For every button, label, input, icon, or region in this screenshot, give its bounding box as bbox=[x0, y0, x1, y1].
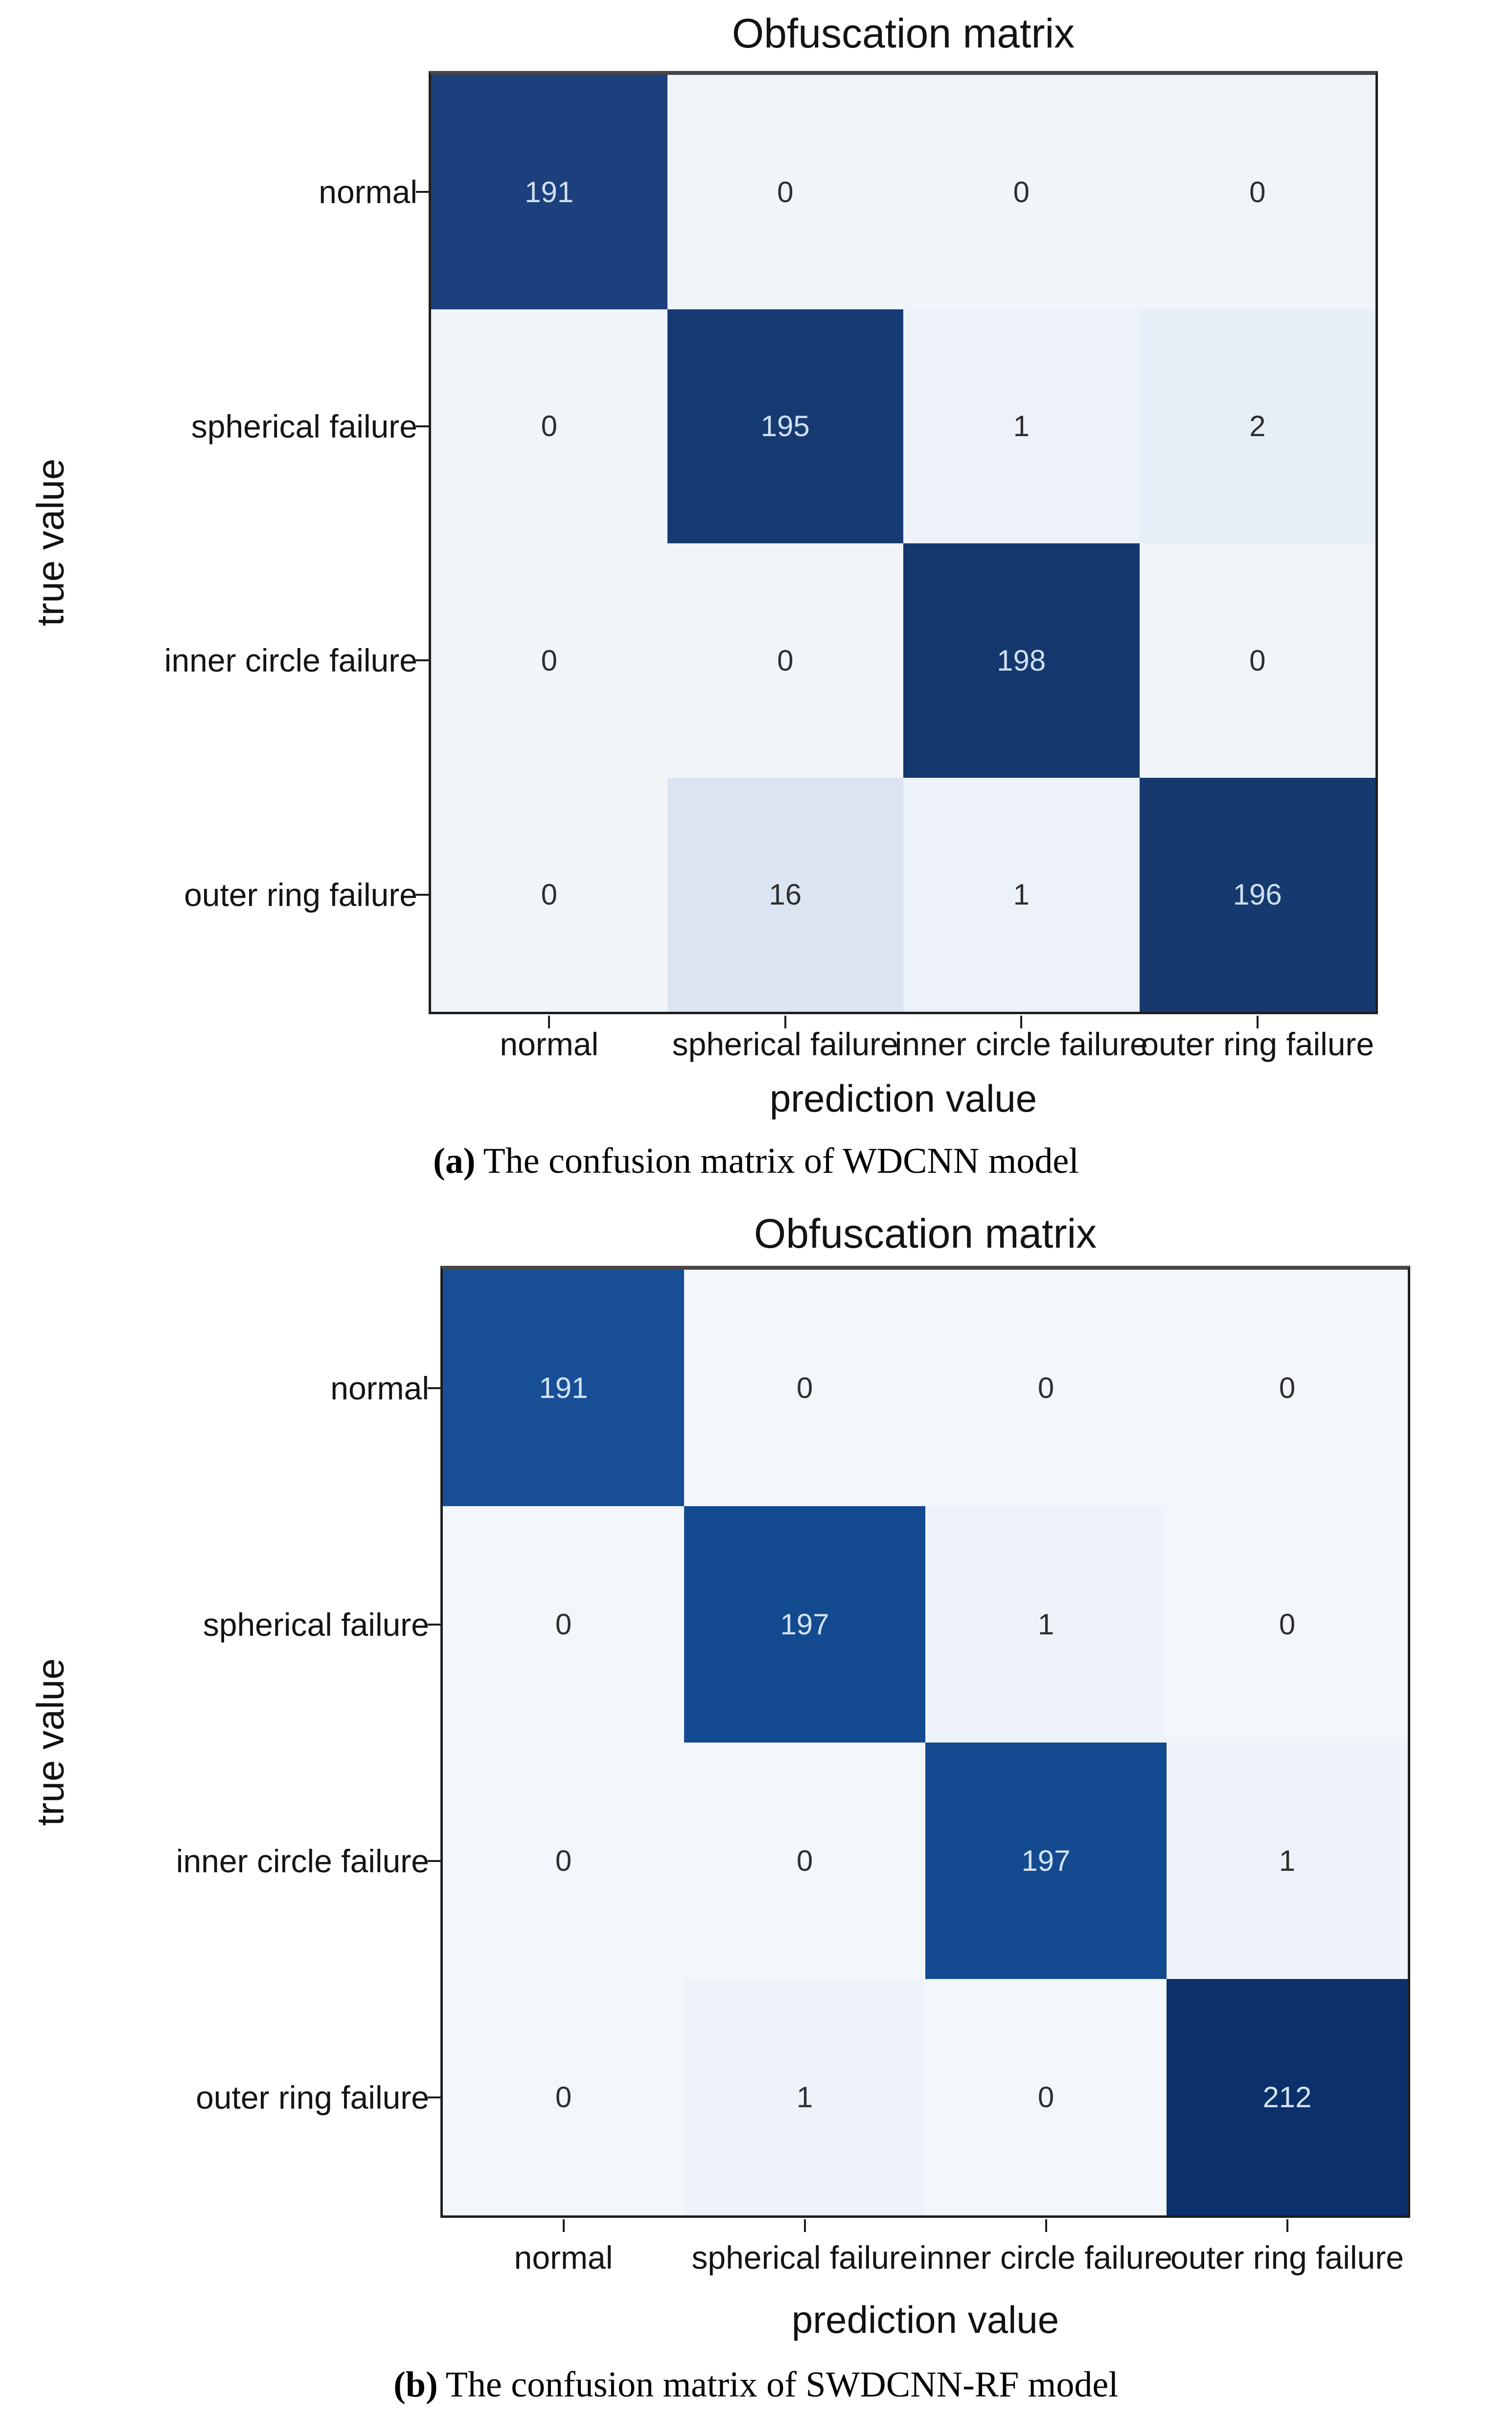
x-tick-label: outer ring failure bbox=[1170, 2239, 1404, 2276]
confusion-matrix-b: 191 0 0 0 0 197 1 0 0 0 197 1 0 1 0 212 … bbox=[176, 1266, 1410, 2341]
matrix-cell: 196 bbox=[1139, 777, 1375, 1012]
matrix-cell: 0 bbox=[684, 1270, 925, 1506]
x-tick-label: inner circle failure bbox=[894, 1026, 1148, 1062]
matrix-cell: 212 bbox=[1167, 1979, 1408, 2215]
y-axis-title: true value bbox=[28, 1658, 72, 1826]
matrix-cell: 0 bbox=[667, 75, 903, 309]
y-axis-tick bbox=[416, 425, 429, 427]
matrix-cell: 16 bbox=[667, 777, 903, 1012]
y-tick-label: spherical failure bbox=[191, 408, 417, 444]
y-axis-tick bbox=[416, 893, 429, 896]
matrix-cell: 0 bbox=[431, 777, 667, 1012]
x-tick-label: inner circle failure bbox=[919, 2239, 1173, 2276]
matrix-cell: 191 bbox=[443, 1270, 684, 1506]
matrix-cell: 195 bbox=[667, 309, 903, 543]
y-tick-label: outer ring failure bbox=[196, 2079, 429, 2116]
matrix-cell: 197 bbox=[925, 1743, 1167, 1979]
matrix-cell: 0 bbox=[667, 543, 903, 778]
matrix-cell: 0 bbox=[431, 543, 667, 778]
matrix-cell: 197 bbox=[684, 1506, 925, 1743]
x-tick-label: spherical failure bbox=[691, 2239, 918, 2276]
y-tick-label: normal bbox=[330, 1370, 429, 1406]
matrix-cell: 1 bbox=[925, 1506, 1167, 1743]
caption-text: The confusion matrix of WDCNN model bbox=[483, 1141, 1079, 1181]
y-tick-label: inner circle failure bbox=[164, 642, 417, 679]
x-axis-tick bbox=[803, 2219, 806, 2232]
matrix-cell: 0 bbox=[925, 1979, 1167, 2215]
x-axis-tick bbox=[548, 1016, 550, 1028]
matrix-cell: 0 bbox=[431, 309, 667, 543]
figure-caption-a: (a) The confusion matrix of WDCNN model bbox=[0, 1140, 1512, 1182]
y-axis-title: true value bbox=[28, 458, 72, 627]
y-tick-label: outer ring failure bbox=[184, 876, 417, 913]
figure-a: Obfuscation matrix true value 191 0 0 0 … bbox=[0, 0, 1512, 1209]
y-axis-tick bbox=[428, 1623, 440, 1626]
x-axis-tick bbox=[1020, 1016, 1023, 1028]
matrix-cell: 0 bbox=[1139, 75, 1375, 309]
matrix-cell: 0 bbox=[443, 1979, 684, 2215]
matrix-cell: 0 bbox=[1167, 1270, 1408, 1506]
matrix-cell: 0 bbox=[443, 1743, 684, 1979]
matrix-cell: 0 bbox=[1139, 543, 1375, 778]
matrix-cell: 1 bbox=[903, 309, 1140, 543]
confusion-matrix-a: 191 0 0 0 0 195 1 2 0 0 198 0 0 16 1 196… bbox=[164, 71, 1378, 1120]
matrix-cell: 1 bbox=[903, 777, 1140, 1012]
figure-caption-b: (b) The confusion matrix of SWDCNN-RF mod… bbox=[0, 2364, 1512, 2406]
matrix-cell: 0 bbox=[925, 1270, 1167, 1506]
y-tick-label: inner circle failure bbox=[176, 1842, 429, 1879]
matrix-cell: 2 bbox=[1139, 309, 1375, 543]
chart-title: Obfuscation matrix bbox=[754, 1210, 1097, 1257]
matrix-cell: 0 bbox=[443, 1506, 684, 1743]
x-axis-title: prediction value bbox=[769, 1077, 1037, 1120]
matrix-cell: 198 bbox=[903, 543, 1140, 778]
y-axis-tick bbox=[416, 191, 429, 193]
caption-marker: (a) bbox=[433, 1141, 476, 1181]
matrix-cell: 1 bbox=[684, 1979, 925, 2215]
figure-b: Obfuscation matrix true value 191 0 0 0 … bbox=[0, 1209, 1512, 2420]
y-axis-tick bbox=[416, 659, 429, 662]
y-axis-tick bbox=[428, 1860, 440, 1862]
matrix-cell: 0 bbox=[684, 1743, 925, 1979]
y-axis-tick bbox=[428, 1387, 440, 1389]
x-axis-title: prediction value bbox=[791, 2298, 1059, 2341]
y-tick-label: spherical failure bbox=[203, 1606, 429, 1643]
x-tick-label: spherical failure bbox=[672, 1026, 898, 1062]
x-axis-tick bbox=[1256, 1016, 1259, 1028]
caption-marker: (b) bbox=[393, 2365, 438, 2405]
x-tick-label: normal bbox=[500, 1026, 599, 1062]
x-axis-tick bbox=[784, 1016, 786, 1028]
y-axis-tick bbox=[428, 2096, 440, 2098]
x-tick-label: normal bbox=[514, 2239, 613, 2276]
chart-title: Obfuscation matrix bbox=[732, 10, 1075, 56]
x-axis-tick bbox=[1045, 2219, 1047, 2232]
caption-text: The confusion matrix of SWDCNN-RF model bbox=[445, 2365, 1119, 2405]
x-tick-label: outer ring failure bbox=[1141, 1026, 1375, 1062]
x-axis-tick bbox=[1286, 2219, 1288, 2232]
matrix-cell: 0 bbox=[903, 75, 1140, 309]
x-axis-tick bbox=[562, 2219, 565, 2232]
matrix-cell: 191 bbox=[431, 75, 667, 309]
y-tick-label: normal bbox=[319, 174, 417, 210]
matrix-cell: 1 bbox=[1167, 1743, 1408, 1979]
matrix-cell: 0 bbox=[1167, 1506, 1408, 1743]
